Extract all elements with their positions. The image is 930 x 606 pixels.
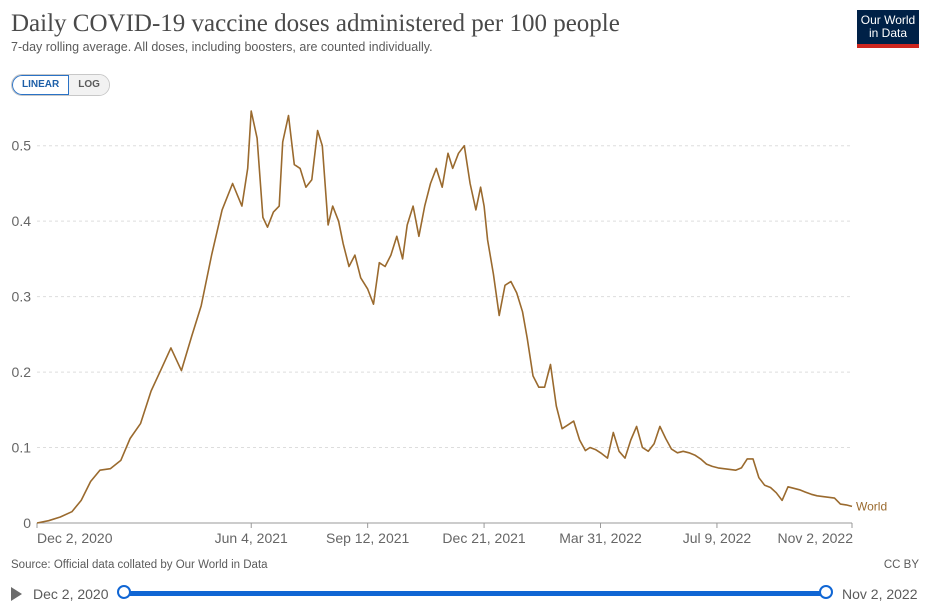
source-note: Source: Official data collated by Our Wo… — [11, 559, 268, 571]
logo-line-1: Our World — [860, 13, 916, 27]
y-tick-label: 0 — [23, 515, 31, 531]
y-tick-label: 0.3 — [12, 289, 32, 305]
y-tick-label: 0.5 — [12, 138, 32, 154]
play-icon[interactable] — [11, 587, 22, 601]
linear-scale-button[interactable]: LINEAR — [12, 75, 70, 95]
x-tick-label: Jun 4, 2021 — [215, 530, 288, 546]
x-tick-label: Jul 9, 2022 — [683, 530, 752, 546]
x-tick-label: Nov 2, 2022 — [778, 530, 854, 546]
timeline-end-label: Nov 2, 2022 — [842, 586, 918, 602]
y-tick-label: 0.1 — [12, 440, 32, 456]
chart-title: Daily COVID-19 vaccine doses administere… — [11, 10, 620, 37]
y-tick-label: 0.4 — [12, 213, 32, 229]
series-label-world: World — [856, 499, 887, 513]
chart-subtitle: 7-day rolling average. All doses, includ… — [11, 40, 433, 54]
x-tick-label: Dec 21, 2021 — [442, 530, 525, 546]
owid-logo[interactable]: Our World in Data — [857, 10, 919, 48]
timeline-start-handle[interactable] — [117, 585, 131, 599]
timeline-track[interactable] — [124, 591, 826, 596]
y-tick-label: 0.2 — [12, 364, 32, 380]
series-line-world — [36, 110, 853, 524]
timeline-start-label: Dec 2, 2020 — [33, 586, 109, 602]
log-scale-button[interactable]: LOG — [69, 75, 109, 95]
scale-toggle: LINEAR LOG — [11, 74, 110, 96]
x-tick-label: Mar 31, 2022 — [559, 530, 642, 546]
logo-line-2: in Data — [868, 26, 908, 40]
x-tick-label: Sep 12, 2021 — [326, 530, 410, 546]
license-link[interactable]: CC BY — [883, 559, 919, 571]
timeline-end-handle[interactable] — [819, 585, 833, 599]
line-chart: 0 0.1 0.2 0.3 0.4 0.5 Dec 2, 2020 Jun 4, 2021 Se… — [12, 110, 887, 546]
x-tick-label: Dec 2, 2020 — [37, 530, 113, 546]
